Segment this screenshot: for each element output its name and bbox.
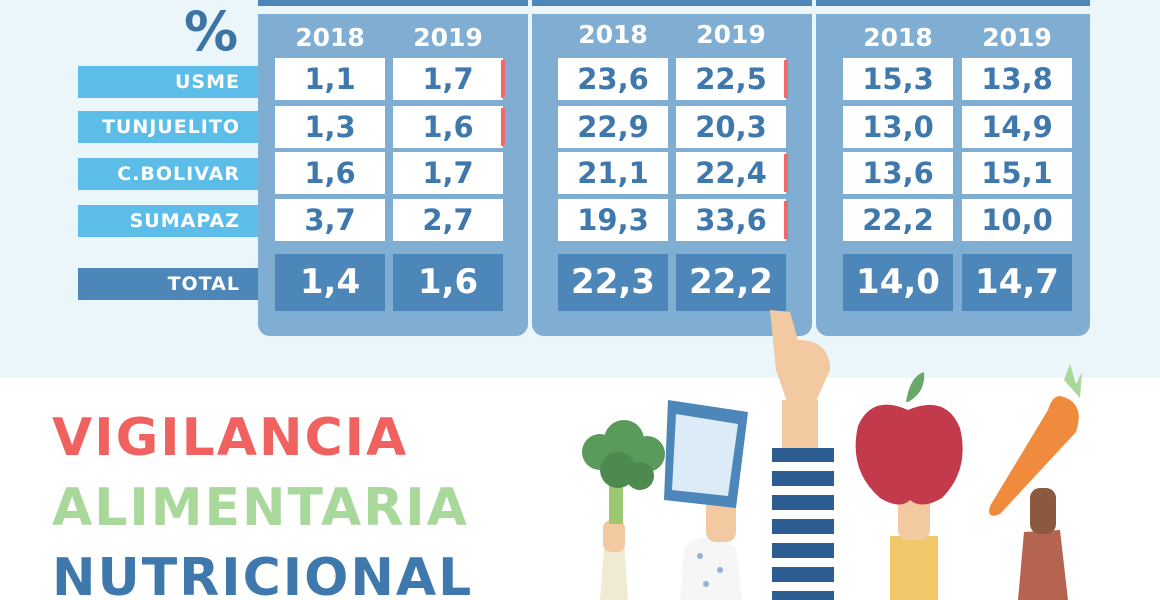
- table-cell: 22,9: [558, 106, 668, 148]
- row-label: USME: [78, 66, 258, 98]
- table-cell: 2,7: [393, 199, 503, 241]
- increase-marker: [501, 60, 505, 98]
- table-cell: 13,6: [843, 152, 953, 194]
- table-cell: 22,2: [843, 199, 953, 241]
- row-label: C.BOLIVAR: [78, 158, 258, 190]
- table-cell: 33,6: [676, 199, 786, 241]
- year-header: 2018: [578, 20, 648, 49]
- table-cell: 13,0: [843, 106, 953, 148]
- water-glass-icon: [664, 400, 748, 600]
- table-cell: 22,5: [676, 58, 786, 100]
- table-cell: 1,6: [275, 152, 385, 194]
- total-cell: 14,0: [843, 254, 953, 311]
- table-cell: 15,1: [962, 152, 1072, 194]
- year-header: 2018: [295, 23, 365, 52]
- total-cell: 1,6: [393, 254, 503, 311]
- food-illustration: [582, 310, 1082, 600]
- apple-icon: [855, 372, 963, 600]
- table-cell: 1,6: [393, 106, 503, 148]
- title-line-2: ALIMENTARIA: [52, 478, 469, 538]
- table-cell: 10,0: [962, 199, 1072, 241]
- total-row-label: TOTAL: [78, 268, 258, 300]
- table-cell: 1,3: [275, 106, 385, 148]
- table-cell: 1,7: [393, 152, 503, 194]
- table-cell: 19,3: [558, 199, 668, 241]
- panel-top-bar: [532, 0, 812, 6]
- total-cell: 22,2: [676, 254, 786, 311]
- panel-top-bar: [816, 0, 1090, 6]
- table-cell: 14,9: [962, 106, 1072, 148]
- panel-top-bar: [258, 0, 528, 6]
- table-cell: 22,4: [676, 152, 786, 194]
- total-cell: 1,4: [275, 254, 385, 311]
- increase-marker: [501, 108, 505, 146]
- total-cell: 22,3: [558, 254, 668, 311]
- carrot-icon: [989, 364, 1082, 600]
- percent-symbol: %: [183, 0, 239, 63]
- table-cell: 1,1: [275, 58, 385, 100]
- increase-marker: [784, 154, 788, 192]
- row-label: SUMAPAZ: [78, 205, 258, 237]
- title-line-1: VIGILANCIA: [52, 408, 409, 468]
- year-header: 2018: [863, 23, 933, 52]
- table-cell: 20,3: [676, 106, 786, 148]
- total-cell: 14,7: [962, 254, 1072, 311]
- table-cell: 15,3: [843, 58, 953, 100]
- increase-marker: [784, 60, 788, 98]
- table-cell: 1,7: [393, 58, 503, 100]
- year-header: 2019: [413, 23, 483, 52]
- table-cell: 21,1: [558, 152, 668, 194]
- table-cell: 3,7: [275, 199, 385, 241]
- year-header: 2019: [696, 20, 766, 49]
- title-line-3: NUTRICIONAL: [52, 548, 474, 600]
- broccoli-icon: [582, 420, 665, 600]
- row-label: TUNJUELITO: [78, 111, 258, 143]
- year-header: 2019: [982, 23, 1052, 52]
- increase-marker: [784, 201, 788, 239]
- table-cell: 23,6: [558, 58, 668, 100]
- table-cell: 13,8: [962, 58, 1072, 100]
- raised-hand-icon: [770, 310, 834, 600]
